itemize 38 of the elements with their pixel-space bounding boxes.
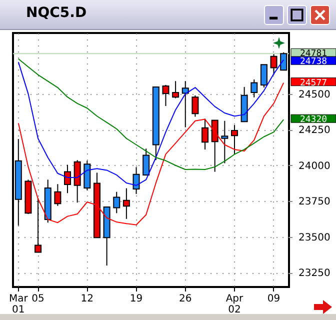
y-tick-label: 23500	[298, 232, 330, 244]
candlestick	[54, 184, 62, 206]
data-label: 24320	[300, 115, 328, 126]
candlestick	[270, 54, 278, 76]
candlestick	[192, 94, 199, 118]
candlestick	[172, 80, 180, 99]
candlestick	[34, 198, 42, 253]
candlestick	[162, 84, 170, 106]
x-tick-label: Mar 01	[8, 294, 29, 316]
candlestick	[211, 120, 218, 172]
candlestick	[122, 188, 130, 220]
line-series	[18, 82, 284, 226]
y-tick-label: 24000	[298, 160, 330, 172]
candlestick	[182, 80, 189, 128]
candlestick	[142, 148, 150, 176]
candlestick	[64, 164, 72, 194]
candlestick	[221, 120, 228, 164]
candlestick	[230, 124, 238, 155]
chart-title: NQC5.D	[26, 5, 87, 21]
candlestick	[260, 64, 268, 88]
y-tick-label: 23750	[298, 196, 330, 208]
x-tick-label: 12	[80, 294, 94, 304]
candlestick	[113, 191, 120, 214]
y-tick-label: 24500	[298, 89, 330, 100]
x-tick-label: 09	[267, 294, 280, 304]
candlestick	[250, 79, 258, 98]
data-label: 24738	[300, 57, 328, 68]
candlestick	[84, 160, 91, 191]
x-tick-label: 19	[130, 294, 143, 304]
candlestick	[132, 166, 140, 194]
x-tick-label: 26	[179, 294, 192, 304]
y-tick-label: 24250	[298, 125, 330, 136]
y-tick-label: 23250	[298, 268, 330, 280]
x-tick-label: Apr 02	[226, 294, 244, 316]
candlestick	[280, 52, 288, 71]
x-tick-label: 05	[32, 294, 44, 304]
candlestick	[202, 118, 209, 150]
candlestick	[74, 160, 81, 204]
